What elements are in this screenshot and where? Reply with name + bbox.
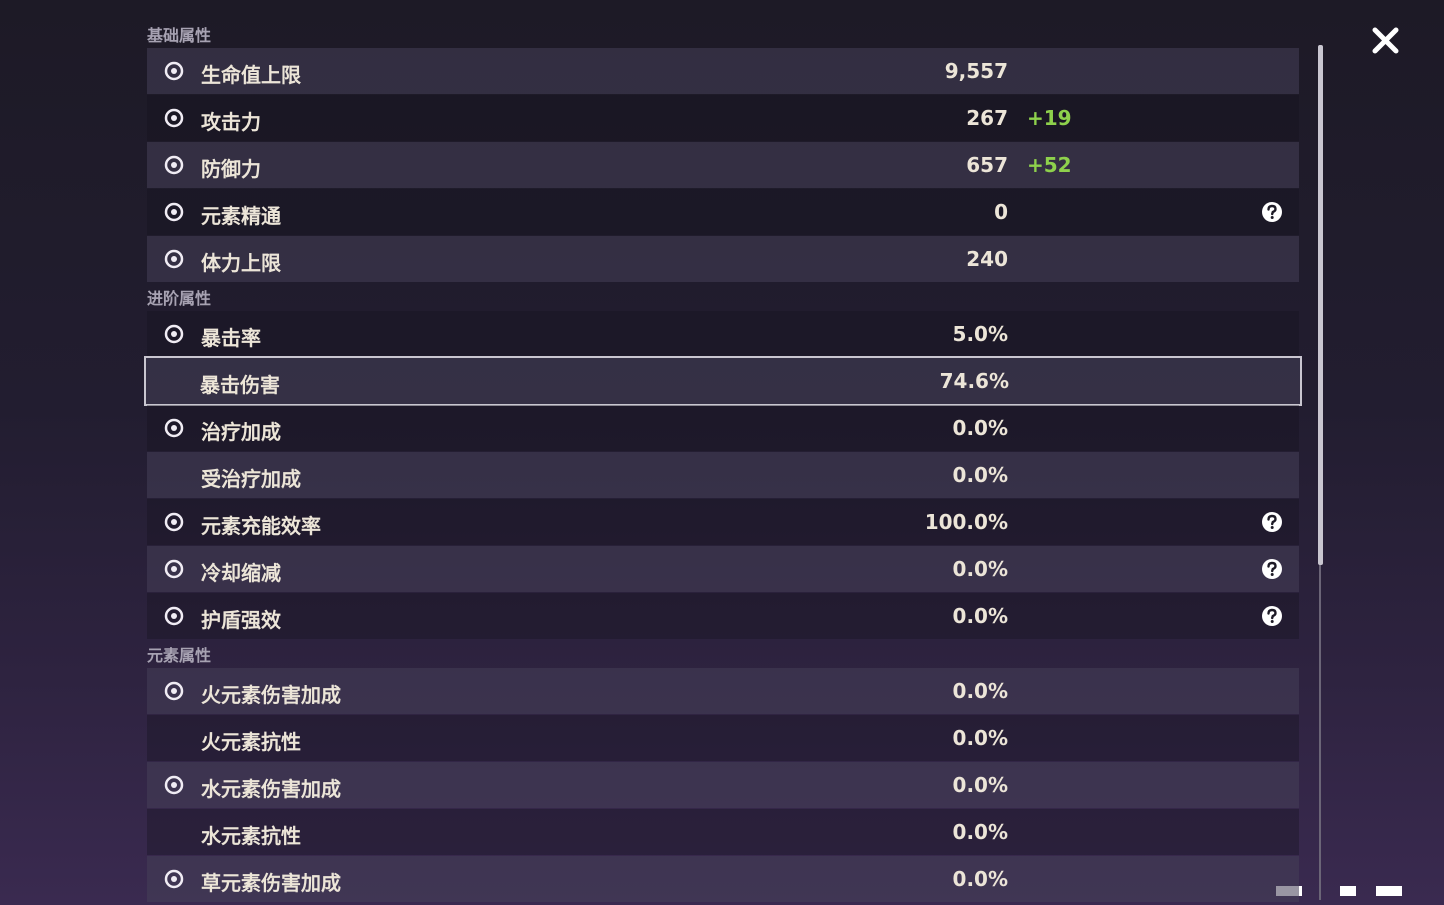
stat-row[interactable]: 水元素抗性 0.0% <box>147 809 1299 855</box>
stat-label: 元素充能效率 <box>201 514 321 538</box>
stat-bonus: +19 <box>1027 106 1072 130</box>
stat-icon <box>164 324 184 344</box>
stat-value: 9,557 <box>944 59 1008 83</box>
stat-row[interactable]: 水元素伤害加成 0.0% <box>147 762 1299 808</box>
stat-row[interactable]: 治疗加成 0.0% <box>147 405 1299 451</box>
stat-icon <box>164 869 184 889</box>
stat-row[interactable]: 受治疗加成 0.0% <box>147 452 1299 498</box>
stat-icon <box>164 418 184 438</box>
stat-label: 护盾强效 <box>201 608 281 632</box>
help-icon[interactable] <box>1260 557 1284 581</box>
scroll-thumb[interactable] <box>1318 45 1323 565</box>
stat-label: 体力上限 <box>201 251 281 275</box>
stat-label: 治疗加成 <box>201 420 281 444</box>
stat-row[interactable]: 护盾强效 0.0% <box>147 593 1299 639</box>
stat-value: 0.0% <box>952 820 1008 844</box>
stat-row[interactable]: 草元素伤害加成 0.0% <box>147 856 1299 902</box>
stat-icon <box>164 775 184 795</box>
stat-row[interactable]: 元素精通 0 <box>147 189 1299 235</box>
stat-value: 657 <box>966 153 1008 177</box>
stat-value: 0.0% <box>952 416 1008 440</box>
stat-row[interactable]: 暴击伤害 74.6% <box>144 356 1302 406</box>
bottom-block <box>1340 886 1356 896</box>
stat-row[interactable]: 攻击力 267 +19 <box>147 95 1299 141</box>
stat-label: 水元素伤害加成 <box>201 777 341 801</box>
stat-row[interactable]: 生命值上限 9,557 <box>147 48 1299 94</box>
stat-row[interactable]: 防御力 657 +52 <box>147 142 1299 188</box>
stat-icon <box>164 249 184 269</box>
stat-value: 0.0% <box>952 726 1008 750</box>
stat-value: 0.0% <box>952 867 1008 891</box>
stat-row[interactable]: 火元素抗性 0.0% <box>147 715 1299 761</box>
stat-label: 草元素伤害加成 <box>201 871 341 895</box>
stat-value: 5.0% <box>952 322 1008 346</box>
stat-label: 冷却缩减 <box>201 561 281 585</box>
stat-value: 0 <box>994 200 1008 224</box>
stat-value: 240 <box>966 247 1008 271</box>
section-title: 进阶属性 <box>147 289 212 308</box>
section-title: 元素属性 <box>147 646 212 665</box>
stat-row[interactable]: 火元素伤害加成 0.0% <box>147 668 1299 714</box>
stat-icon <box>164 155 184 175</box>
stat-label: 防御力 <box>201 157 261 181</box>
stat-row[interactable]: 暴击率 5.0% <box>147 311 1299 357</box>
stat-value: 0.0% <box>952 604 1008 628</box>
stat-label: 元素精通 <box>201 204 281 228</box>
stat-value: 74.6% <box>939 369 1009 393</box>
stat-icon <box>164 681 184 701</box>
stat-label: 火元素抗性 <box>201 730 301 754</box>
stat-label: 火元素伤害加成 <box>201 683 341 707</box>
help-icon[interactable] <box>1260 604 1284 628</box>
stat-label: 受治疗加成 <box>201 467 301 491</box>
stat-value: 0.0% <box>952 679 1008 703</box>
section-title: 基础属性 <box>147 26 212 45</box>
stat-row[interactable]: 体力上限 240 <box>147 236 1299 282</box>
help-icon[interactable] <box>1260 200 1284 224</box>
stat-label: 攻击力 <box>201 110 261 134</box>
stat-icon <box>164 108 184 128</box>
help-icon[interactable] <box>1260 510 1284 534</box>
stat-icon <box>164 202 184 222</box>
stat-row[interactable]: 元素充能效率 100.0% <box>147 499 1299 545</box>
stat-icon <box>164 512 184 532</box>
stat-row[interactable]: 冷却缩减 0.0% <box>147 546 1299 592</box>
stat-value: 267 <box>966 106 1008 130</box>
stat-label: 生命值上限 <box>201 63 301 87</box>
stat-icon <box>164 606 184 626</box>
bottom-block <box>1376 886 1402 896</box>
stat-icon <box>164 61 184 81</box>
stat-label: 暴击率 <box>201 326 261 350</box>
stat-label: 暴击伤害 <box>200 373 280 397</box>
stat-value: 0.0% <box>952 773 1008 797</box>
stat-icon <box>164 559 184 579</box>
stat-value: 100.0% <box>924 510 1008 534</box>
close-button[interactable] <box>1372 27 1399 54</box>
stat-bonus: +52 <box>1027 153 1072 177</box>
stat-value: 0.0% <box>952 557 1008 581</box>
stat-label: 水元素抗性 <box>201 824 301 848</box>
stat-value: 0.0% <box>952 463 1008 487</box>
